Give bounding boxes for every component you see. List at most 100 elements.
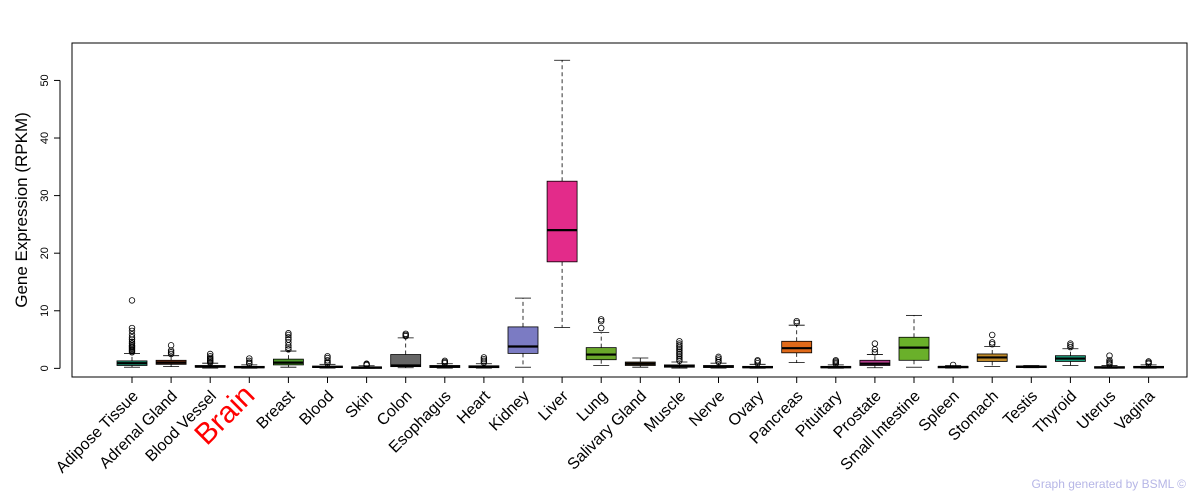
box-pancreas [781,317,813,364]
outlier-point [1145,358,1152,365]
x-tick-label: Muscle [641,388,689,436]
y-tick-label: 20 [39,247,51,259]
box-vagina [1133,358,1164,369]
x-tick-label: Breast [254,387,299,432]
outlier-point [246,359,253,366]
outlier-point [1067,342,1074,349]
outlier-point [676,340,683,347]
box-colon [390,330,422,369]
box-esophagus [429,357,461,369]
x-tick-label: Liver [535,387,572,424]
box-spleen [937,361,969,369]
outlier-point [871,340,879,347]
box-muscle [664,338,695,369]
outlier-point [167,349,175,356]
box-uterus [1094,352,1125,369]
box-adipose-tissue [116,297,148,368]
outlier-point [989,331,996,339]
outlier-point [949,361,957,369]
box-salivary-gland [624,357,656,368]
outlier-point [676,352,683,359]
outlier-point [871,349,879,356]
outlier-point [128,340,136,347]
box-blood-vessel [194,350,226,369]
outlier-point [676,342,683,349]
y-tick-label: 0 [39,365,51,371]
outlier-point [793,319,800,327]
y-tick-label: 40 [39,132,51,144]
outlier-point [989,340,996,348]
outlier-point [246,355,253,362]
outlier-point [676,350,683,358]
outlier-point [1106,352,1113,359]
outlier-point [167,347,175,354]
outlier-point [167,342,175,349]
y-tick-label: 50 [39,74,51,86]
box [781,340,813,354]
box-breast [272,330,304,368]
outlier-point [285,339,292,346]
outlier-point [206,353,214,360]
outlier-point [715,355,722,362]
x-tick-label: Thyroid [1030,388,1080,438]
outlier-point [598,316,605,323]
box-heart [468,354,500,369]
outlier-point [324,357,331,364]
outlier-point [480,357,488,365]
outlier-point [1106,358,1113,366]
outlier-point [480,355,488,363]
x-tick-label: Uterus [1074,388,1119,433]
box-adrenal-gland [155,342,187,368]
outlier-point [676,355,683,363]
outlier-point [715,357,722,364]
box-small-intestine [898,314,930,368]
y-axis-label: Gene Expression (RPKM) [12,112,31,308]
box-stomach [976,331,1008,368]
outlier-point [285,346,292,353]
outlier-point [676,349,683,356]
outlier-point [285,344,292,351]
box-kidney [507,297,539,368]
outlier-point [128,324,136,332]
y-tick-label: 30 [39,189,51,201]
box-blood [312,353,343,369]
outlier-point [128,334,136,341]
box-liver [546,59,578,328]
outlier-point [1067,343,1074,351]
x-tick-label: Blood [296,388,337,429]
outlier-point [480,354,488,361]
box-prostate [859,340,891,369]
y-tick-label: 10 [39,305,51,317]
box-skin [351,360,383,369]
box-nerve [703,353,734,369]
outlier-point [1106,357,1113,364]
box-brain [233,355,265,369]
outlier-point [793,317,800,325]
outlier-point [285,331,292,339]
outlier-point [832,357,839,364]
outlier-point [989,339,996,346]
outlier-point [754,357,761,364]
box-testis [1015,365,1047,369]
outlier-point [676,347,683,354]
x-tick-label: Nerve [686,388,728,430]
outlier-point [167,350,175,358]
axes: 0 10 20 30 40 50 [39,42,1188,383]
outlier-point [715,358,722,366]
outlier-point [598,317,605,325]
outlier-point [128,297,136,304]
outlier-point [206,350,214,358]
outlier-point [324,354,331,362]
box-lung [585,316,617,366]
outlier-point [128,331,136,338]
plot-frame [71,42,1188,378]
outlier-point [128,327,136,335]
outlier-point [128,338,136,346]
outlier-point [402,330,409,338]
outlier-point [363,360,370,367]
outlier-point [480,359,488,366]
credit-text: Graph generated by BSML © [1031,477,1186,491]
outlier-point [285,336,292,343]
outlier-point [285,334,292,341]
